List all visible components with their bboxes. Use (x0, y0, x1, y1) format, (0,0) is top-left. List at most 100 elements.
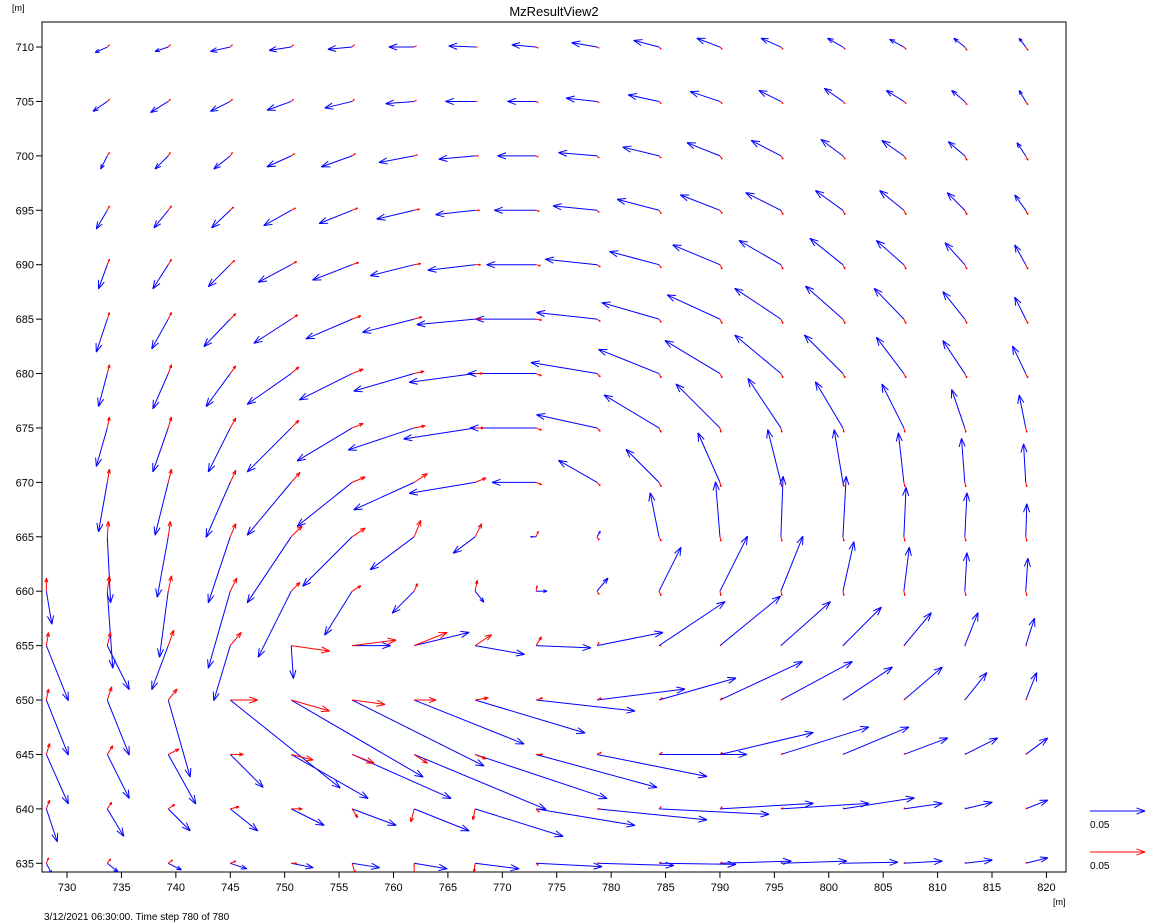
vector (842, 155, 846, 160)
vector-shaft (964, 612, 979, 646)
vector-head (471, 815, 474, 820)
vector-shaft (98, 373, 108, 407)
vector-shaft (809, 237, 844, 266)
vector-head (964, 594, 967, 596)
vector (1025, 46, 1029, 51)
vector (1020, 443, 1028, 483)
vector-shaft (881, 140, 905, 157)
x-tick-label: 735 (112, 882, 130, 894)
vector-shaft (290, 582, 301, 592)
vector-head (259, 779, 264, 788)
vector-head (188, 797, 197, 805)
vector (230, 805, 240, 810)
vector-head (480, 373, 483, 375)
vector-head (904, 546, 910, 556)
vector-shaft (842, 666, 893, 701)
vector-head (370, 275, 380, 278)
vector (435, 209, 476, 218)
vector-shaft (823, 87, 844, 102)
vector-head (252, 822, 259, 832)
vector-shaft (767, 429, 782, 483)
vector-head (61, 797, 69, 805)
vector-head (965, 103, 968, 106)
vector-head (983, 672, 988, 682)
vector-shaft (873, 287, 905, 320)
y-tick-label: 690 (16, 260, 34, 272)
vector-head (599, 751, 602, 754)
vector-shaft (413, 808, 470, 832)
vector-head (253, 340, 263, 344)
vector-head (1028, 617, 1035, 626)
vector-shaft (946, 192, 966, 211)
vector-head (781, 213, 784, 216)
vector (1018, 37, 1027, 48)
vector (903, 155, 907, 160)
vector-shaft (92, 101, 108, 112)
vector-head (843, 157, 846, 160)
vector-head (322, 705, 330, 712)
vector (659, 750, 748, 759)
vector (1018, 90, 1027, 102)
vector-head (423, 758, 428, 764)
vector-head (805, 285, 811, 295)
vector-head (1042, 737, 1049, 746)
vector-head (415, 100, 417, 102)
vector-shaft (98, 264, 108, 290)
vector (535, 481, 542, 486)
vector (535, 46, 539, 49)
vector-head (461, 632, 470, 638)
vector-head (299, 525, 303, 531)
vector-shaft (903, 802, 943, 810)
vector-shaft (290, 699, 424, 778)
vector (369, 264, 415, 278)
vector (229, 365, 237, 374)
vector-head (213, 166, 221, 170)
vector (351, 423, 364, 429)
vector-head (246, 526, 251, 536)
vector-head (475, 315, 485, 320)
vector-head (157, 648, 160, 658)
vector-head (767, 429, 774, 438)
vector-head (361, 476, 366, 481)
vector-shaft (942, 340, 966, 374)
vector (474, 634, 493, 647)
vector (596, 697, 602, 701)
vector-shaft (167, 469, 173, 483)
vector (964, 591, 967, 596)
vector-shaft (106, 862, 119, 872)
vector-shaft (413, 699, 525, 745)
vector-head (268, 46, 277, 51)
vector (229, 259, 236, 266)
vector (445, 97, 476, 106)
vector-shaft (686, 142, 721, 157)
vector-shaft (106, 416, 110, 429)
vector (369, 536, 415, 571)
vector-head (771, 595, 781, 600)
vector-head (674, 546, 682, 554)
y-tick-label: 655 (16, 641, 34, 653)
vector-head (354, 153, 356, 156)
vector (903, 807, 906, 810)
vector-shaft (106, 754, 130, 799)
vector (942, 291, 966, 320)
vector-head (609, 250, 619, 252)
vector-shaft (385, 100, 415, 105)
vector (229, 808, 259, 832)
vector-head (1026, 103, 1029, 106)
vector-head (507, 100, 517, 106)
vector-head (151, 682, 158, 690)
vector-shaft (820, 138, 844, 157)
vector-head (233, 260, 236, 263)
vector-head (207, 462, 210, 473)
vector-head (649, 492, 656, 501)
vector-head (983, 800, 993, 803)
vector-head (897, 432, 903, 442)
vector-head (480, 427, 485, 430)
vector-head (738, 750, 748, 755)
vector-head (477, 209, 480, 212)
vector-head (875, 240, 882, 249)
vector-shaft (230, 806, 240, 810)
vector (942, 340, 966, 374)
vector-shaft (158, 591, 169, 658)
vector-head (571, 42, 580, 48)
